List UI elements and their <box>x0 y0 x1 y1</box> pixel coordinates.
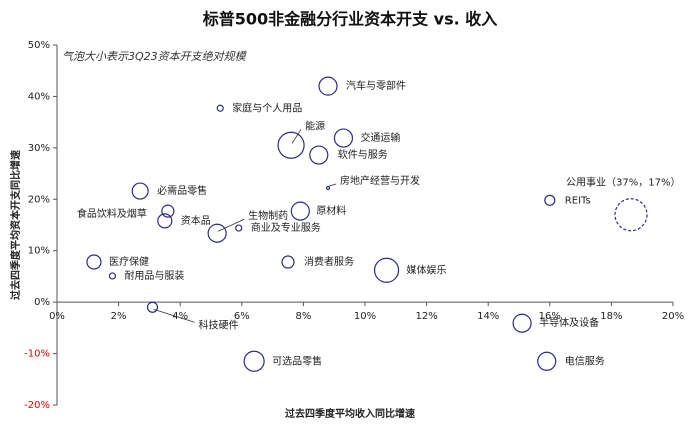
x-tick-label: 2% <box>111 311 127 322</box>
x-tick-label: 16% <box>539 311 561 322</box>
bubble-label: 耐用品与服装 <box>124 269 184 282</box>
bubble <box>86 254 102 270</box>
bubble <box>325 185 331 191</box>
x-tick-label: 6% <box>234 311 250 322</box>
bubble <box>131 182 149 200</box>
bubble <box>309 145 329 165</box>
bubble <box>281 255 295 269</box>
bubble <box>333 128 354 148</box>
bubble <box>146 301 159 313</box>
bubble-label: 可选品零售 <box>272 354 322 367</box>
bubble-label: 家庭与个人用品 <box>232 101 302 114</box>
bubble-label: 商业及专业服务 <box>251 221 321 234</box>
chart-title: 标普500非金融分行业资本开支 vs. 收入 <box>202 10 498 29</box>
y-tick-label: 40% <box>28 91 50 102</box>
leader-line <box>217 218 245 232</box>
bubble-label: 消费者服务 <box>304 255 354 268</box>
y-tick-label: -10% <box>24 349 50 360</box>
x-axis-title: 过去四季度平均收入同比增速 <box>285 407 415 420</box>
x-tick-label: 10% <box>354 311 376 322</box>
bubble-label: 媒体娱乐 <box>407 263 447 276</box>
bubble-label: 能源 <box>305 119 325 132</box>
note: 气泡大小表示3Q23资本开支绝对规模 <box>62 50 248 63</box>
x-tick-label: 8% <box>295 311 311 322</box>
bubble-label: 汽车与零部件 <box>346 79 406 92</box>
y-tick-label: 30% <box>28 143 50 154</box>
x-tick-label: 18% <box>600 311 622 322</box>
x-tick-label: 0% <box>49 311 65 322</box>
x-tick-label: 20% <box>662 311 684 322</box>
x-tick-label: 4% <box>172 311 188 322</box>
leader-line <box>291 129 302 144</box>
y-tick-label: 50% <box>28 40 50 51</box>
bubble-label: 半导体及设备 <box>539 316 599 329</box>
y-tick-label: -20% <box>24 400 50 411</box>
y-axis-title: 过去四季度平均资本开支同比增速 <box>9 150 22 300</box>
bubble <box>544 194 556 206</box>
bubble-label: 房地产经营与开发 <box>340 174 420 187</box>
x-tick-label: 12% <box>415 311 437 322</box>
bubble-label: 软件与服务 <box>338 148 388 161</box>
bubble-label: 必需品零售 <box>157 184 207 197</box>
bubble <box>290 201 310 221</box>
bubble-label: 科技硬件 <box>198 318 238 331</box>
bubble <box>614 198 648 232</box>
bubble <box>235 224 243 232</box>
bubble <box>277 131 305 159</box>
bubble-label: 食品饮料及烟草 <box>77 207 147 220</box>
bubble <box>373 257 400 283</box>
leader-line <box>328 183 337 187</box>
bubble-label: REITs <box>565 195 591 206</box>
bubble <box>161 204 175 218</box>
bubble <box>537 351 557 371</box>
bubble-label: 公用事业（37%，17%） <box>566 176 680 189</box>
bubble-label: 生物制药 <box>248 209 288 222</box>
bubble-label: 资本品 <box>181 214 211 227</box>
bubble <box>318 76 338 96</box>
x-tick-label: 14% <box>477 311 499 322</box>
bubble <box>216 104 224 112</box>
bubble <box>108 272 117 280</box>
y-tick-label: 0% <box>34 297 50 308</box>
bubble <box>512 313 532 333</box>
bubble-label: 电信服务 <box>565 354 605 367</box>
bubble <box>243 350 265 372</box>
leader-line <box>153 308 195 323</box>
y-tick-label: 10% <box>28 246 50 257</box>
bubble-label: 医疗保健 <box>109 255 149 268</box>
bubble <box>157 213 173 229</box>
bubble <box>207 223 227 243</box>
y-tick-label: 20% <box>28 194 50 205</box>
bubble-label: 原材料 <box>316 204 346 217</box>
bubble-label: 交通运输 <box>360 131 400 144</box>
